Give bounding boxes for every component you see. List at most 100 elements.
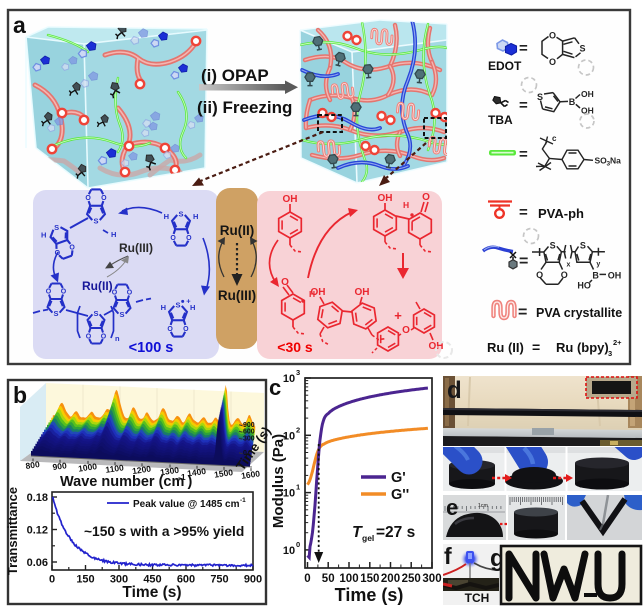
svg-text:10: 10 bbox=[283, 430, 295, 442]
svg-text:3: 3 bbox=[608, 349, 612, 358]
svg-text:f: f bbox=[444, 543, 452, 569]
svg-text:): ) bbox=[188, 474, 193, 490]
svg-text:1400: 1400 bbox=[187, 466, 207, 479]
svg-text:10: 10 bbox=[283, 545, 295, 557]
svg-text:-1: -1 bbox=[240, 497, 246, 504]
svg-text:2: 2 bbox=[454, 504, 457, 510]
svg-text:PVA-ph: PVA-ph bbox=[538, 206, 584, 221]
svg-text:TBA: TBA bbox=[488, 113, 513, 127]
svg-text:=: = bbox=[519, 146, 528, 163]
svg-text:O: O bbox=[422, 192, 430, 203]
svg-text:900: 900 bbox=[243, 422, 255, 429]
svg-text:O: O bbox=[167, 326, 173, 333]
svg-text:Ru (II): Ru (II) bbox=[487, 340, 524, 355]
svg-text:900: 900 bbox=[244, 574, 262, 586]
svg-text:450: 450 bbox=[143, 574, 161, 586]
svg-text:1100: 1100 bbox=[105, 462, 125, 475]
svg-text:H: H bbox=[190, 303, 195, 312]
svg-text:H: H bbox=[161, 303, 166, 312]
svg-text:Modulus (Pa): Modulus (Pa) bbox=[270, 434, 287, 528]
svg-text:<30 s: <30 s bbox=[277, 339, 313, 355]
svg-text:1000: 1000 bbox=[78, 461, 98, 474]
svg-text:S: S bbox=[580, 241, 586, 251]
svg-text:~150 s with a >95% yield: ~150 s with a >95% yield bbox=[84, 524, 244, 539]
svg-text:Ru(III): Ru(III) bbox=[218, 288, 256, 303]
svg-text:S: S bbox=[579, 44, 585, 54]
svg-text:600: 600 bbox=[177, 574, 195, 586]
svg-text:S: S bbox=[537, 92, 543, 102]
svg-text:(i) OPAP: (i) OPAP bbox=[201, 66, 269, 85]
svg-text:O: O bbox=[402, 325, 410, 336]
svg-text:O: O bbox=[86, 333, 92, 340]
svg-text:1cm: 1cm bbox=[478, 503, 489, 509]
svg-text:0.12: 0.12 bbox=[27, 525, 48, 537]
svg-text:0.18: 0.18 bbox=[27, 492, 48, 504]
svg-text:O: O bbox=[549, 57, 556, 67]
svg-text:B: B bbox=[569, 97, 576, 107]
svg-text:900: 900 bbox=[52, 460, 68, 472]
svg-text:OH: OH bbox=[581, 106, 594, 116]
svg-text:S: S bbox=[175, 300, 180, 309]
svg-text:150: 150 bbox=[360, 573, 379, 585]
svg-text:OH: OH bbox=[283, 194, 298, 205]
svg-text:=27 s: =27 s bbox=[376, 524, 415, 541]
svg-text:OH: OH bbox=[581, 89, 594, 99]
svg-text:(ii) Freezing: (ii) Freezing bbox=[197, 98, 292, 117]
svg-text:O: O bbox=[127, 289, 133, 296]
svg-text:Time (s): Time (s) bbox=[122, 584, 181, 601]
svg-text:H: H bbox=[164, 212, 169, 221]
svg-text:Transmittance: Transmittance bbox=[5, 487, 20, 575]
svg-text:O: O bbox=[183, 326, 189, 333]
svg-text:c: c bbox=[552, 134, 557, 143]
svg-text:O: O bbox=[281, 277, 289, 288]
svg-text:T: T bbox=[352, 524, 363, 541]
svg-text:800: 800 bbox=[25, 459, 41, 471]
svg-text:O: O bbox=[101, 333, 107, 340]
svg-text:<100 s: <100 s bbox=[129, 340, 174, 356]
svg-text:3: 3 bbox=[296, 368, 300, 377]
svg-text:300: 300 bbox=[110, 574, 128, 586]
svg-text:OH: OH bbox=[608, 270, 622, 280]
svg-text:Ru(II): Ru(II) bbox=[82, 279, 113, 293]
svg-text:O: O bbox=[61, 288, 67, 295]
svg-text:b: b bbox=[13, 382, 27, 408]
svg-text:O: O bbox=[85, 195, 91, 202]
svg-text:0: 0 bbox=[304, 573, 310, 585]
svg-text:10: 10 bbox=[283, 488, 295, 500]
svg-text:=: = bbox=[532, 339, 540, 355]
svg-text:750: 750 bbox=[210, 574, 228, 586]
svg-text:S: S bbox=[178, 209, 183, 218]
svg-text:O: O bbox=[101, 195, 107, 202]
svg-text:=: = bbox=[519, 253, 528, 270]
svg-text:1300: 1300 bbox=[160, 465, 180, 478]
svg-text:S: S bbox=[53, 309, 58, 318]
svg-text:c: c bbox=[269, 375, 281, 400]
svg-text:S: S bbox=[54, 223, 59, 232]
svg-text:G': G' bbox=[391, 470, 406, 486]
svg-text:Time (s): Time (s) bbox=[335, 585, 404, 605]
svg-text:10: 10 bbox=[283, 373, 295, 385]
svg-text:100: 100 bbox=[339, 573, 358, 585]
svg-text:d: d bbox=[447, 377, 462, 404]
svg-text:G'': G'' bbox=[391, 487, 409, 503]
svg-text:O: O bbox=[186, 235, 192, 242]
svg-text:Ru(III): Ru(III) bbox=[119, 241, 153, 255]
svg-text:Ru (bpy): Ru (bpy) bbox=[556, 340, 609, 355]
svg-text:a: a bbox=[13, 12, 26, 38]
svg-text:H: H bbox=[309, 289, 315, 299]
svg-text:x: x bbox=[567, 261, 571, 268]
svg-text:TCH: TCH bbox=[465, 591, 490, 605]
svg-text:50: 50 bbox=[322, 573, 335, 585]
svg-text:=: = bbox=[519, 40, 528, 57]
svg-text:e: e bbox=[446, 495, 458, 520]
svg-text:Ru(II): Ru(II) bbox=[220, 223, 255, 238]
svg-text:+: + bbox=[186, 296, 191, 305]
svg-text:B: B bbox=[592, 270, 599, 280]
svg-text:Peak value @ 1485 cm: Peak value @ 1485 cm bbox=[133, 499, 240, 510]
svg-text:=: = bbox=[518, 304, 527, 321]
svg-text:EDOT: EDOT bbox=[488, 59, 522, 73]
svg-text:n: n bbox=[115, 334, 120, 343]
svg-text:H: H bbox=[403, 200, 409, 210]
svg-text:0.06: 0.06 bbox=[27, 557, 48, 569]
svg-text:1600: 1600 bbox=[241, 468, 261, 481]
